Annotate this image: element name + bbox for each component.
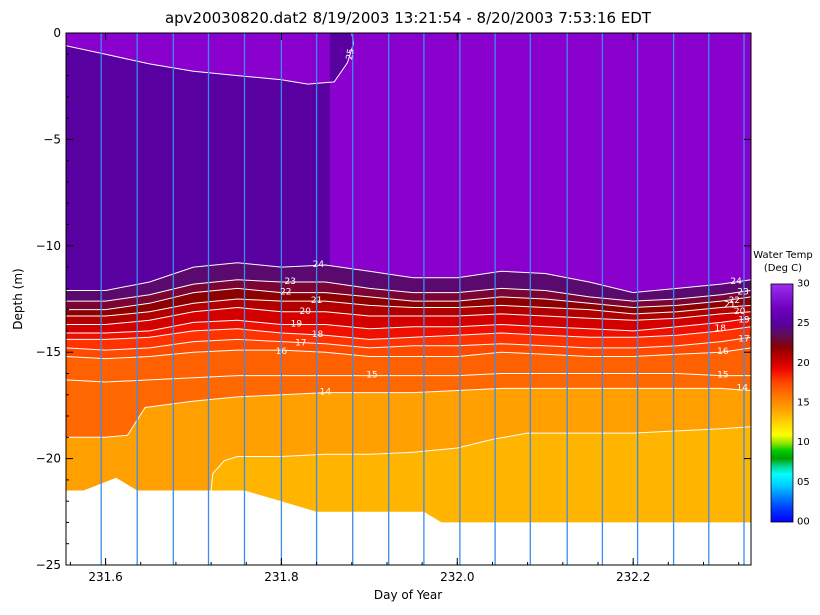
- colorbar-tick-label: 20: [797, 358, 810, 369]
- contour-label-24: 24: [730, 277, 742, 287]
- plot-area: 2524232221201918171615142423222120191817…: [66, 33, 751, 565]
- contour-line-24: [66, 262, 751, 294]
- chart-title: apv20030820.dat2 8/19/2003 13:21:54 - 8/…: [165, 9, 652, 27]
- contour-label-18: 18: [714, 324, 726, 334]
- contour-label-25: 25: [345, 48, 357, 61]
- plot-frame: [65, 32, 752, 566]
- contour-label-18: 18: [312, 330, 324, 340]
- contour-label-14: 14: [736, 383, 748, 393]
- contour-label-23: 23: [284, 277, 295, 287]
- contour-line-15: [66, 373, 751, 383]
- colorbar-tick-label: 00: [797, 517, 810, 528]
- contour-label-20: 20: [734, 307, 746, 317]
- contour-line-13: [210, 426, 751, 491]
- y-axis-label: Depth (m): [11, 268, 25, 329]
- contour-line-20: [66, 306, 751, 325]
- colorbar-legend: Water Temp (Deg C) 30 25 20 15 10 05 00: [753, 250, 812, 528]
- contour-label-20: 20: [299, 307, 311, 317]
- colorbar-tick-label: 25: [797, 318, 810, 329]
- contour-label-14: 14: [320, 388, 332, 398]
- axes: 231.6 231.8 232.0 232.2 0 −5 −10 −15 −20 −25: [36, 26, 752, 584]
- contour-label-17: 17: [738, 334, 749, 344]
- y-tick-label: −20: [36, 452, 61, 466]
- colorbar-gradient: [770, 283, 794, 523]
- contour-line-19: [66, 317, 751, 334]
- contour-label-19: 19: [291, 320, 303, 330]
- contour-line-16: [66, 347, 751, 360]
- contour-line-14: [66, 387, 751, 438]
- contour-label-23: 23: [737, 288, 748, 298]
- contour-label-16: 16: [717, 347, 729, 357]
- x-tick-label: 232.0: [440, 570, 474, 584]
- y-tick-label: −15: [36, 345, 61, 359]
- below-bottom-area: [66, 477, 751, 565]
- contour-line-25: [66, 33, 355, 85]
- colorbar-tick-label: 30: [797, 279, 810, 290]
- x-tick-label: 231.8: [264, 570, 298, 584]
- colorbar-tick-label: 05: [797, 477, 810, 488]
- contour-line-21: [66, 298, 751, 317]
- y-tick-label: −5: [43, 132, 61, 146]
- contour-line-23: [66, 279, 751, 302]
- colorbar-tick-label: 10: [797, 437, 810, 448]
- x-axis-label: Day of Year: [374, 588, 442, 602]
- x-tick-label: 232.2: [616, 570, 650, 584]
- contour-line-18: [66, 326, 751, 340]
- y-tick-label: 0: [53, 26, 61, 40]
- contour-line-17: [66, 336, 751, 351]
- x-tick-label: 231.6: [88, 570, 122, 584]
- contour-line-22: [66, 287, 751, 311]
- colorbar-title-line2: (Deg C): [764, 263, 802, 274]
- y-tick-label: −10: [36, 239, 61, 253]
- colorbar-title-line1: Water Temp: [753, 250, 812, 261]
- contour-label-19: 19: [738, 315, 750, 325]
- contour-label-17: 17: [295, 339, 306, 349]
- contour-label-22: 22: [729, 296, 740, 306]
- colorbar-tick-label: 15: [797, 398, 810, 409]
- contour-label-15: 15: [366, 371, 377, 381]
- contour-label-21: 21: [724, 300, 735, 310]
- contour-label-24: 24: [313, 260, 325, 270]
- y-tick-label: −25: [36, 558, 61, 572]
- contour-label-22: 22: [280, 288, 291, 298]
- contour-label-15: 15: [717, 371, 728, 381]
- contour-label-21: 21: [311, 296, 322, 306]
- contour-label-16: 16: [276, 347, 288, 357]
